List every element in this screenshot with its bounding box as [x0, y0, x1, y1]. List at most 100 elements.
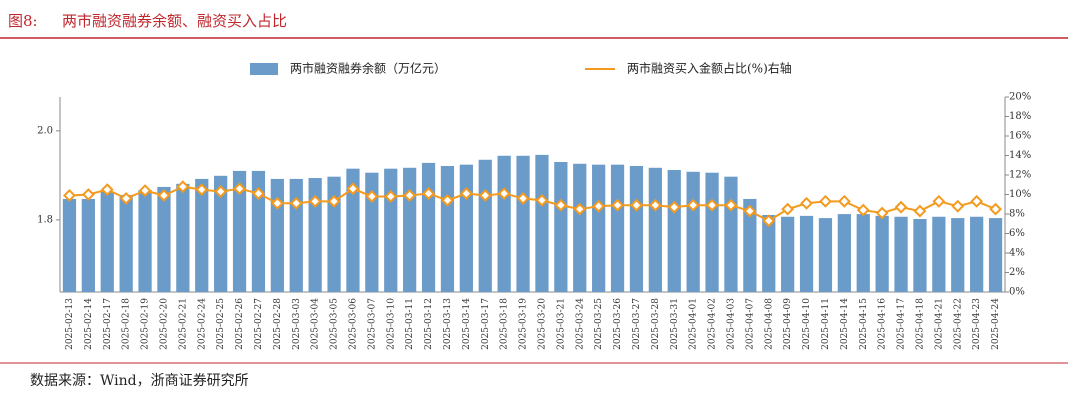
x-tick-label: 2025-02-19 — [141, 298, 151, 350]
x-tick-label: 2025-02-21 — [178, 298, 188, 350]
bar — [837, 214, 851, 292]
chart-title: 两市融资融券余额、融资买入占比 — [62, 12, 287, 30]
x-tick-label: 2025-04-24 — [991, 298, 1001, 350]
line-marker — [875, 206, 889, 220]
y-tick-label: 2.0 — [37, 125, 53, 136]
bar — [289, 178, 303, 292]
bar — [119, 194, 133, 292]
x-tick-label: 2025-03-27 — [632, 298, 642, 350]
bar — [459, 164, 473, 292]
line-marker — [289, 196, 303, 210]
line-marker — [970, 194, 984, 208]
bar — [894, 216, 908, 292]
x-tick-label: 2025-03-13 — [443, 298, 453, 350]
x-tick-label: 2025-02-26 — [235, 298, 245, 350]
line-marker — [989, 202, 1002, 216]
y2-tick-label: 20% — [1009, 92, 1031, 103]
y2-tick-label: 10% — [1009, 189, 1031, 200]
line-marker — [705, 198, 719, 212]
bar — [497, 155, 511, 292]
x-tick-label: 2025-03-12 — [424, 298, 434, 350]
x-tick-label: 2025-04-02 — [708, 298, 718, 350]
bar — [232, 170, 247, 292]
line-marker — [100, 183, 114, 197]
line-marker — [214, 185, 228, 198]
bar — [270, 178, 284, 292]
bar — [648, 167, 662, 292]
line-marker — [270, 196, 284, 210]
bar — [62, 198, 77, 292]
x-tick-label: 2025-03-19 — [519, 298, 529, 350]
bar — [629, 166, 644, 292]
line-marker — [327, 194, 341, 208]
x-tick-label: 2025-04-16 — [878, 298, 888, 350]
x-tick-label: 2025-03-06 — [348, 298, 358, 350]
x-tick-label: 2025-02-25 — [216, 298, 226, 350]
x-tick-label: 2025-02-28 — [273, 298, 283, 350]
x-tick-label: 2025-04-03 — [726, 298, 736, 350]
bar — [818, 218, 833, 292]
bar — [440, 166, 455, 292]
bar — [384, 168, 398, 292]
line-marker — [478, 189, 492, 202]
x-tick-label: 2025-02-27 — [254, 298, 264, 350]
x-tick-label: 2025-02-13 — [65, 298, 75, 350]
x-tick-label: 2025-04-18 — [915, 298, 925, 350]
x-tick-label: 2025-03-17 — [481, 298, 491, 350]
x-tick-label: 2025-03-25 — [594, 298, 604, 350]
bar — [781, 216, 795, 292]
line-marker — [422, 187, 435, 200]
line-marker — [403, 189, 417, 202]
bar — [970, 216, 984, 292]
line-marker — [176, 180, 190, 194]
bar — [138, 190, 152, 292]
line-marker — [819, 194, 832, 208]
line-marker — [800, 196, 813, 210]
x-tick-label: 2025-02-14 — [84, 298, 94, 350]
y2-tick-label: 12% — [1009, 170, 1031, 181]
line-marker — [308, 194, 322, 208]
bar — [988, 218, 1003, 292]
bar — [610, 164, 625, 292]
bar — [308, 178, 322, 292]
line-marker — [951, 199, 965, 213]
line-marker — [686, 198, 700, 212]
line-marker — [252, 187, 265, 200]
bar — [403, 167, 417, 292]
line-marker — [81, 188, 95, 201]
bar — [762, 214, 776, 292]
line-marker — [837, 194, 851, 208]
line-marker — [516, 191, 530, 205]
x-tick-label: 2025-02-18 — [122, 298, 132, 350]
bar — [535, 154, 549, 292]
line-marker — [743, 204, 757, 218]
line-marker — [119, 191, 133, 205]
x-tick-label: 2025-04-21 — [934, 298, 944, 350]
x-tick-label: 2025-04-17 — [897, 298, 907, 350]
line-marker — [781, 202, 795, 216]
y2-tick-label: 6% — [1009, 228, 1025, 239]
x-tick-label: 2025-03-11 — [405, 298, 415, 350]
x-tick-label: 2025-03-18 — [500, 298, 510, 350]
bar — [592, 164, 606, 292]
bar — [667, 170, 681, 292]
line-marker — [630, 198, 643, 212]
bar — [214, 175, 228, 292]
x-tick-label: 2025-03-14 — [462, 298, 472, 350]
bar — [195, 178, 209, 292]
line-marker — [913, 204, 927, 218]
line-marker — [724, 198, 738, 212]
legend-label: 两市融资融券余额（万亿元） — [290, 61, 446, 76]
x-tick-label: 2025-03-26 — [613, 298, 623, 350]
x-tick-label: 2025-03-31 — [670, 298, 680, 350]
bar — [81, 198, 95, 292]
y2-tick-label: 4% — [1009, 248, 1025, 259]
line-marker — [554, 198, 568, 212]
bar — [932, 216, 946, 292]
line-marker — [592, 199, 606, 213]
figure-label: 图8: — [8, 12, 38, 30]
bar — [743, 198, 757, 292]
line-marker — [535, 193, 549, 207]
x-tick-label: 2025-02-17 — [103, 298, 113, 350]
